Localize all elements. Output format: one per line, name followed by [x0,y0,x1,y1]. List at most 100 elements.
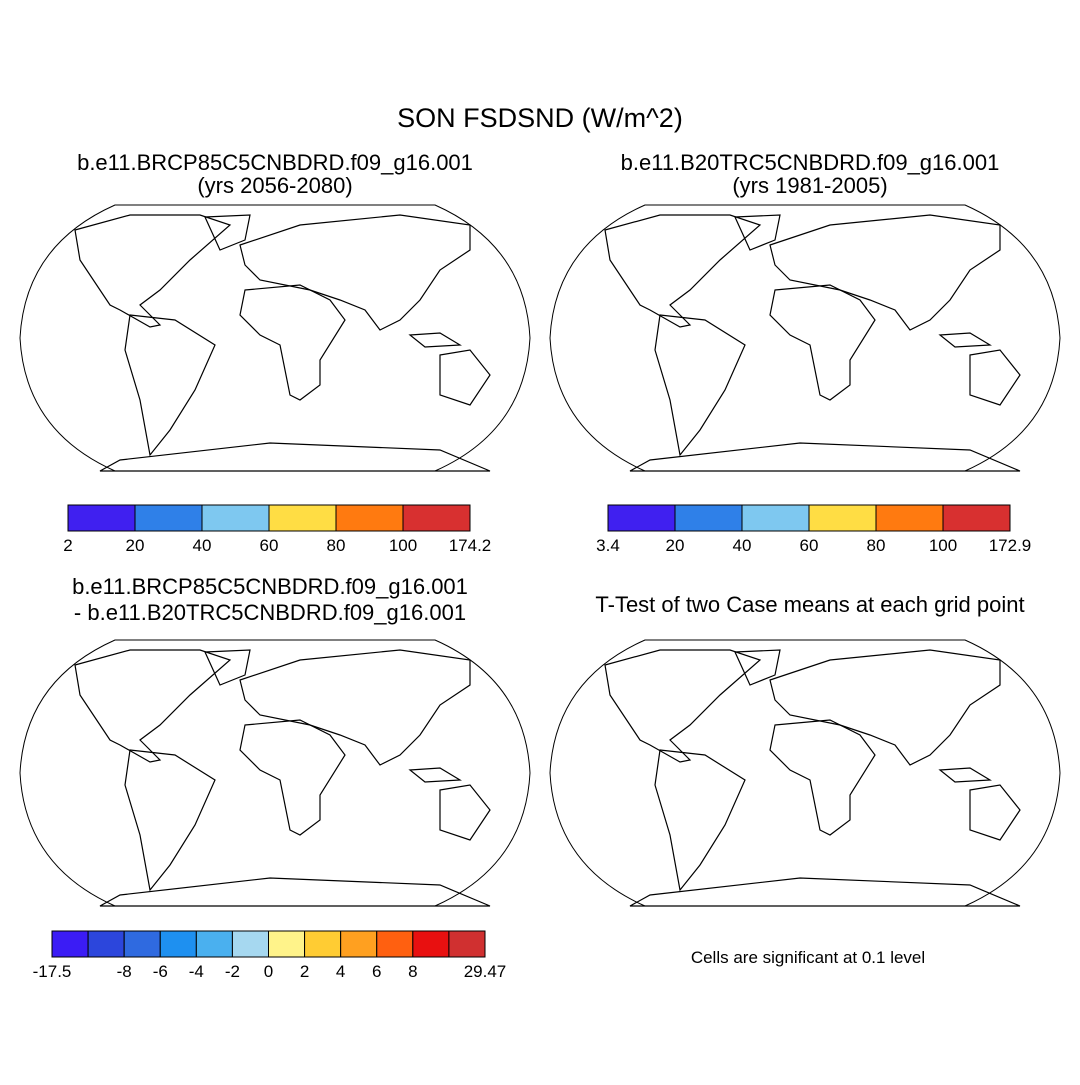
panel-title: - b.e11.B20TRC5CNBDRD.f09_g16.001 [74,600,466,625]
colorbar-label: 80 [327,536,346,555]
field [350,655,450,685]
field [245,725,335,775]
field [380,650,460,665]
panel-title: (yrs 1981-2005) [732,173,887,198]
colorbar-label: 174.2 [449,536,492,555]
field [75,285,490,355]
land-fill [75,215,490,471]
colorbar-label: -17.5 [33,962,72,981]
colorbar-box [304,930,342,958]
field [75,243,110,267]
map-border [549,639,1061,907]
colorbar-label: 8 [408,962,417,981]
colorbar-label: 2 [300,962,309,981]
land-fill [605,650,1020,906]
colorbar-label: 172.9 [989,536,1032,555]
colorbar-box [376,930,414,958]
field [605,215,1020,233]
colorbar-label: -2 [225,962,240,981]
field [900,887,980,903]
figure-title: SON FSDSND (W/m^2) [397,103,683,133]
panel-title: T-Test of two Case means at each grid po… [595,592,1024,617]
map [19,204,531,472]
colorbar-box [607,504,676,532]
colorbar-box [875,504,944,532]
colorbar-box [674,504,743,532]
field [280,265,360,285]
map [549,204,1061,472]
coastline [604,649,1021,907]
colorbar-box [231,930,270,958]
colorbar-box [268,504,337,532]
colorbar-label: 0 [264,962,273,981]
colorbar-label: -8 [117,962,132,981]
field [605,655,675,685]
field [810,265,890,285]
field [265,295,315,335]
field [270,670,350,710]
panel-title: b.e11.BRCP85C5CNBDRD.f09_g16.001 [72,574,468,599]
map-border [19,204,531,472]
panel-title: b.e11.BRCP85C5CNBDRD.f09_g16.001 [77,150,473,175]
colorbar-box [412,930,450,958]
field [75,233,490,253]
colorbar-label: 60 [800,536,819,555]
colorbar-label: 2 [63,536,72,555]
field [75,443,490,471]
colorbar-box [51,930,89,958]
colorbar-label: 4 [336,962,345,981]
colorbar-box [195,930,233,958]
field [605,233,1020,253]
field [75,665,150,735]
colorbar-label: 40 [193,536,212,555]
map [19,639,531,907]
colorbar-box [402,504,471,532]
colorbar-label: 3.4 [596,536,620,555]
colorbar-label: 100 [389,536,417,555]
colorbar-label: 60 [260,536,279,555]
panel-title: b.e11.B20TRC5CNBDRD.f09_g16.001 [621,150,1000,175]
colorbar-box [123,930,161,958]
colorbar-box [134,504,203,532]
field [605,650,1020,906]
coastline [604,214,1021,472]
field [430,790,490,840]
field [795,295,845,335]
colorbar-label: 80 [867,536,886,555]
map-border [549,204,1061,472]
field [100,658,200,682]
field [875,668,925,692]
colorbar-label: 20 [126,536,145,555]
colorbar-box [448,930,486,958]
field [75,215,490,233]
field [75,650,490,906]
field [320,450,440,470]
field [605,443,1020,471]
field [640,885,760,905]
panel-title: (yrs 2056-2080) [197,173,352,198]
map [549,639,1061,907]
colorbar-box [201,504,270,532]
map-border [19,639,531,907]
colorbar-box [268,930,306,958]
field [150,345,190,395]
field [75,253,490,271]
colorbar-label: 6 [372,962,381,981]
field [140,740,200,860]
colorbar-label: -4 [189,962,204,981]
field [955,808,1005,832]
colorbar-box [741,504,810,532]
field [605,243,640,267]
colorbar-box [808,504,877,532]
colorbar-label: 100 [929,536,957,555]
colorbar-box [67,504,136,532]
field [240,878,400,898]
colorbar-label: 40 [733,536,752,555]
colorbar-box [87,930,125,958]
colorbar-box [159,930,197,958]
field [605,253,1020,271]
coastline [74,214,491,472]
colorbar-label: -6 [153,962,168,981]
